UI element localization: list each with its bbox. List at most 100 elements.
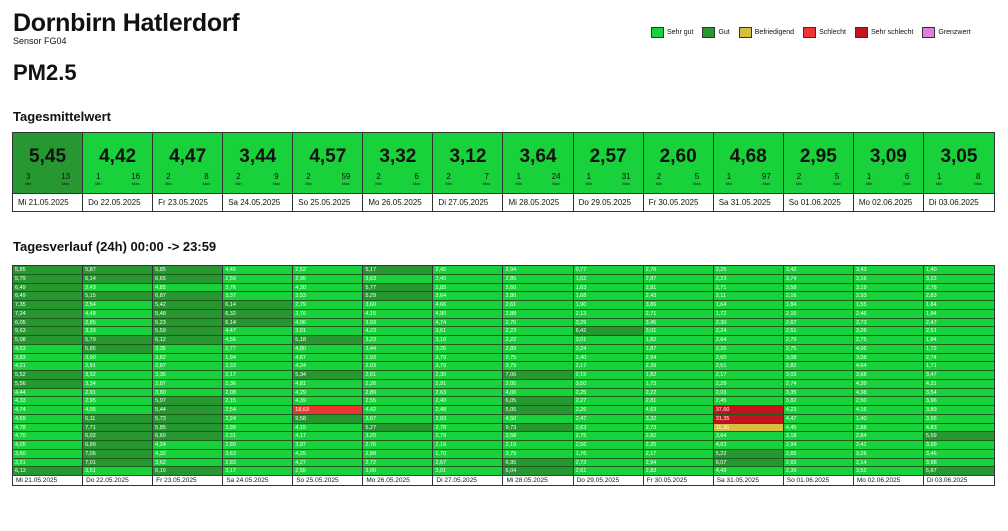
- hourly-cell: 4,80: [293, 344, 363, 354]
- hourly-cell: 2,71: [713, 283, 783, 293]
- hourly-cell: 2,15: [783, 309, 853, 319]
- daily-min: 2 Min: [375, 173, 381, 187]
- daily-column: 3,12 2 Min 7 Max Di 27.05.2025: [433, 133, 504, 211]
- daily-date-label: Fr 30.05.2025: [643, 194, 713, 211]
- hourly-cell: 4,31: [923, 379, 994, 389]
- daily-min-value: 2: [446, 172, 451, 181]
- hourly-cell: 6,49: [13, 292, 83, 301]
- hourly-cell: 3,44: [363, 344, 433, 354]
- hourly-cell: 3,23: [363, 336, 433, 345]
- hourly-column: 0,77 1,62 1,63 1,68 1,90 2,13 3,29 6,42 3,01 3,24…: [573, 266, 644, 485]
- hourly-cell: 2,47: [573, 414, 643, 424]
- daily-max-value: 9: [274, 172, 279, 181]
- hourly-cell: 4,39: [853, 379, 923, 389]
- hourly-cell: 2,81: [643, 397, 713, 406]
- daily-min-label: Min: [585, 181, 593, 186]
- hourly-cell: 2,61: [363, 371, 433, 380]
- hourly-cell: 2,39: [643, 362, 713, 371]
- hourly-cell: 2,55: [363, 397, 433, 406]
- hourly-cell: 3,08: [853, 353, 923, 363]
- hourly-cell: 2,33: [223, 362, 293, 371]
- hourly-cell: 6,05: [13, 318, 83, 328]
- hourly-cell: 6,10: [153, 467, 223, 476]
- daily-max-label: Max: [482, 181, 491, 186]
- hourly-column: 2,94 2,85 2,60 2,80 2,61 2,88 2,70 2,23 2,22 2,89…: [503, 266, 574, 485]
- hourly-cell: 4,74: [13, 406, 83, 415]
- hourly-cell: 4,90: [433, 309, 503, 319]
- daily-mean-value: 4,42: [99, 146, 137, 167]
- daily-column: 3,32 2 Min 6 Max Mo 26.05.2025: [363, 133, 434, 211]
- daily-max-label: Max: [903, 181, 911, 186]
- hourly-cell: 3,26: [433, 344, 503, 354]
- hourly-cell: 3,86: [643, 301, 713, 310]
- hourly-cell: 3,51: [13, 458, 83, 468]
- hourly-cell: 3,01: [643, 327, 713, 336]
- hourly-cell: 4,56: [223, 336, 293, 345]
- hourly-cell: 3,96: [923, 397, 994, 406]
- daily-max: 6 Max: [413, 173, 421, 187]
- hourly-cell: 5,08: [13, 336, 83, 345]
- hourly-cell: 2,54: [223, 406, 293, 415]
- daily-max: 24 Max: [552, 173, 561, 187]
- hourly-date-label: Mi 28.05.2025: [503, 476, 573, 485]
- daily-min-value: 2: [656, 172, 662, 181]
- hourly-cell: 3,32: [83, 371, 153, 380]
- hourly-cell: 3,46: [923, 449, 994, 459]
- hourly-cell: 4,95: [83, 406, 153, 415]
- hourly-cell: 5,59: [923, 432, 994, 441]
- daily-min-label: Min: [235, 181, 242, 186]
- hourly-cell: 5,79: [13, 274, 83, 284]
- daily-mean-value: 3,44: [239, 146, 277, 167]
- hourly-cell: 2,17: [573, 362, 643, 371]
- legend-swatch: [922, 27, 936, 38]
- hourly-cell: 2,74: [783, 379, 853, 389]
- daily-value-box: 2,95 2 Min 5 Max: [783, 133, 853, 194]
- hourly-cell: 2,71: [643, 309, 713, 319]
- daily-column: 2,95 2 Min 5 Max So 01.06.2025: [783, 133, 854, 211]
- hourly-cell: 9,63: [13, 327, 83, 336]
- hourly-cell: 6,99: [83, 441, 153, 450]
- hourly-cell: 6,14: [223, 301, 293, 310]
- daily-column: 2,57 1 Min 31 Max Do 29.05.2025: [573, 133, 644, 211]
- legend-label: Befriedigend: [754, 29, 795, 36]
- hourly-cell: 1,84: [923, 336, 994, 345]
- hourly-cell: 5,15: [83, 292, 153, 301]
- daily-value-box: 2,60 2 Min 5 Max: [643, 133, 713, 194]
- hourly-cell: 4,85: [153, 283, 223, 293]
- hourly-cell: 4,21: [13, 362, 83, 371]
- daily-mean-value: 3,05: [940, 146, 978, 167]
- hourly-cell: 6,65: [153, 274, 223, 284]
- daily-min: 2 Min: [796, 173, 802, 187]
- daily-min: 2 Min: [165, 173, 171, 187]
- daily-date-label: So 25.05.2025: [293, 194, 363, 211]
- hourly-cell: 2,89: [223, 441, 293, 450]
- daily-min: 2 Min: [235, 173, 242, 187]
- hourly-cell: 2,88: [503, 309, 573, 319]
- hourly-cell: 5,22: [713, 449, 783, 459]
- sensor-id: Sensor FG04: [13, 36, 67, 46]
- hourly-cell: 2,87: [153, 379, 223, 389]
- hourly-cell: 3,58: [503, 432, 573, 441]
- hourly-cell: 6,04: [503, 467, 573, 476]
- daily-column: 3,64 1 Min 24 Max Mi 28.05.2025: [503, 133, 574, 211]
- hourly-date-label: Di 27.05.2025: [433, 476, 503, 485]
- hourly-cell: 2,78: [433, 423, 503, 433]
- hourly-cell: 4,33: [13, 397, 83, 406]
- hourly-column: 2,52 2,95 4,30 3,53 2,79 2,76 4,06 3,01 5,18 4,80…: [293, 266, 364, 485]
- hourly-cell: 2,26: [363, 379, 433, 389]
- hourly-cell: 6,42: [573, 327, 643, 336]
- hourly-cell: 3,98: [923, 458, 994, 468]
- hourly-cell: 2,46: [853, 309, 923, 319]
- hourly-column: 3,42 3,74 3,58 2,16 1,84 2,15 2,67 2,51 2,70 2,75…: [783, 266, 854, 485]
- hourly-column: 4,45 2,59 3,76 3,37 6,14 6,32 6,14 4,47 4,56 2,77…: [223, 266, 294, 485]
- daily-date-label: Di 03.06.2025: [923, 194, 994, 211]
- daily-mean-value: 4,47: [169, 146, 207, 167]
- hourly-cell: 2,85: [433, 283, 503, 293]
- daily-column: 3,05 1 Min 8 Max Di 03.06.2025: [923, 133, 994, 211]
- daily-value-box: 4,42 1 Min 16 Max: [83, 133, 153, 194]
- hourly-cell: 2,23: [713, 274, 783, 284]
- hourly-cell: 6,14: [83, 274, 153, 284]
- hourly-cell: 5,42: [153, 301, 223, 310]
- hourly-cell: 4,25: [293, 449, 363, 459]
- hourly-cell: 4,06: [293, 318, 363, 328]
